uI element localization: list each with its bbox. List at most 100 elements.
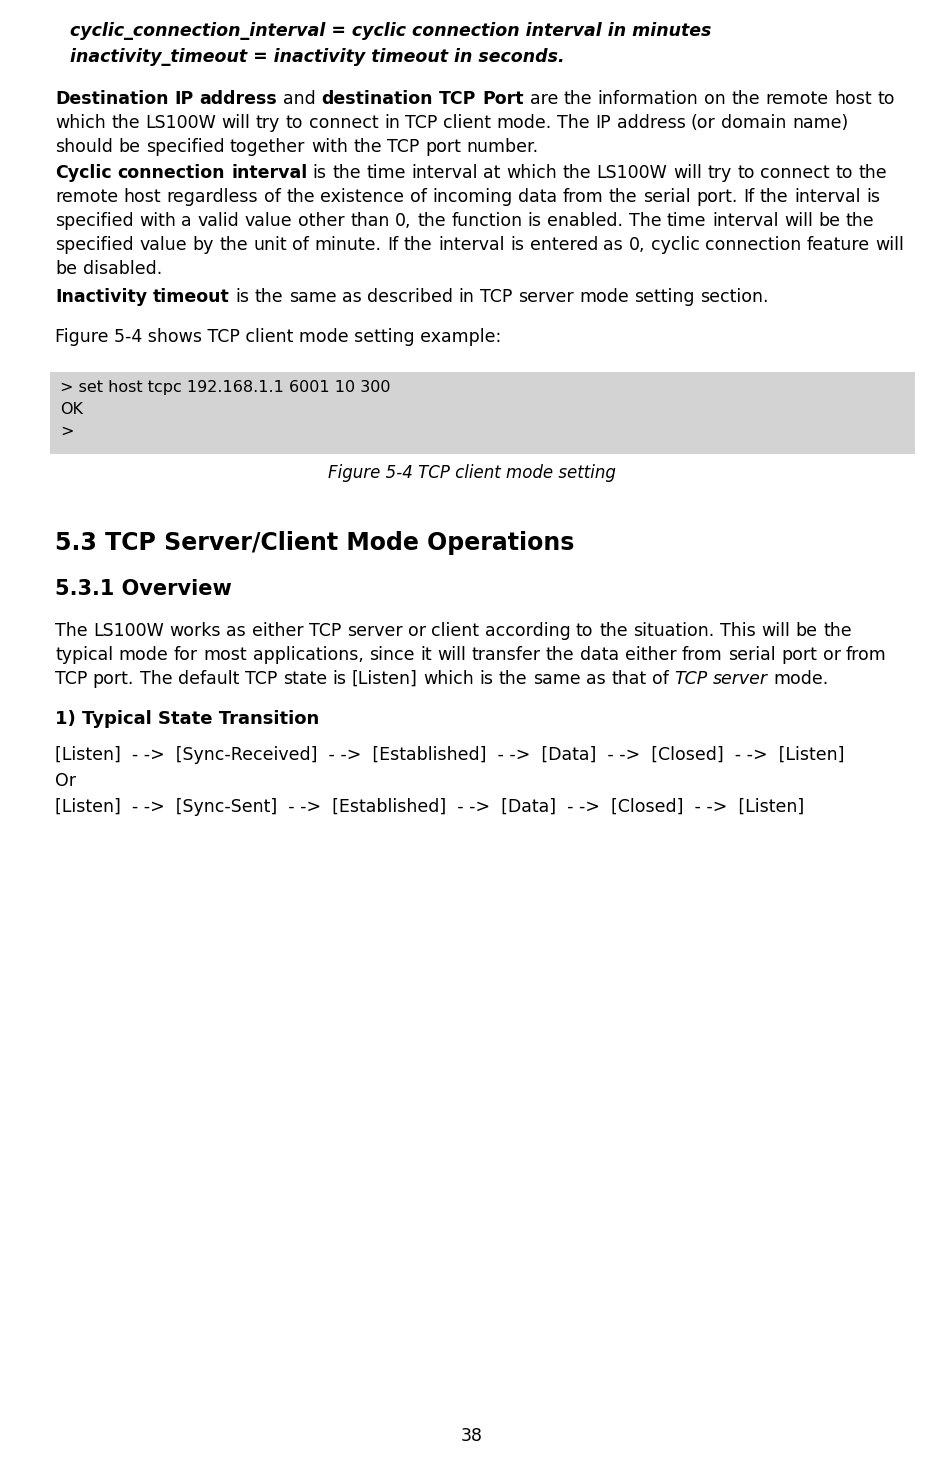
Text: the: the xyxy=(564,90,592,108)
Text: serial: serial xyxy=(643,188,691,205)
Text: incoming: incoming xyxy=(432,188,513,205)
Text: is: is xyxy=(510,236,524,254)
Text: Figure 5-4 TCP client mode setting: Figure 5-4 TCP client mode setting xyxy=(329,463,615,482)
Text: feature: feature xyxy=(807,236,870,254)
Text: from: from xyxy=(682,645,722,664)
Text: cyclic_connection_interval = cyclic connection interval in minutes: cyclic_connection_interval = cyclic conn… xyxy=(70,22,712,39)
Text: connection: connection xyxy=(705,236,801,254)
Text: value: value xyxy=(139,236,187,254)
Text: are: are xyxy=(530,90,558,108)
Text: 5.3.1 Overview: 5.3.1 Overview xyxy=(55,578,231,599)
Text: same: same xyxy=(289,288,337,306)
Text: than: than xyxy=(350,213,390,230)
Text: works: works xyxy=(169,622,221,640)
Text: address: address xyxy=(616,114,685,133)
Text: will: will xyxy=(875,236,904,254)
Text: according: according xyxy=(485,622,570,640)
Text: client: client xyxy=(443,114,491,133)
Text: same: same xyxy=(533,670,581,688)
Text: in: in xyxy=(459,288,475,306)
Text: value: value xyxy=(244,213,293,230)
Text: 1) Typical State Transition: 1) Typical State Transition xyxy=(55,710,319,728)
Text: the: the xyxy=(546,645,575,664)
Text: since: since xyxy=(369,645,414,664)
Text: described: described xyxy=(367,288,453,306)
Text: either: either xyxy=(625,645,676,664)
Text: the: the xyxy=(823,622,851,640)
Text: setting: setting xyxy=(634,288,695,306)
Text: port: port xyxy=(425,138,461,156)
Text: is: is xyxy=(312,165,327,182)
Text: is: is xyxy=(528,213,542,230)
Text: Or: Or xyxy=(55,772,76,790)
FancyBboxPatch shape xyxy=(50,372,915,455)
Text: Port: Port xyxy=(482,90,524,108)
Text: to: to xyxy=(737,165,754,182)
Text: from: from xyxy=(563,188,603,205)
Text: to: to xyxy=(877,90,895,108)
Text: will: will xyxy=(222,114,250,133)
Text: connect: connect xyxy=(760,165,830,182)
Text: This: This xyxy=(720,622,755,640)
Text: mode.: mode. xyxy=(497,114,552,133)
Text: [Listen]  - ->  [Sync-Sent]  - ->  [Established]  - ->  [Data]  - ->  [Closed]  : [Listen] - -> [Sync-Sent] - -> [Establis… xyxy=(55,798,804,816)
Text: entered: entered xyxy=(530,236,598,254)
Text: timeout: timeout xyxy=(153,288,230,306)
Text: that: that xyxy=(612,670,647,688)
Text: function: function xyxy=(451,213,522,230)
Text: [Listen]: [Listen] xyxy=(352,670,417,688)
Text: TCP: TCP xyxy=(674,670,708,688)
Text: the: the xyxy=(731,90,760,108)
Text: Destination: Destination xyxy=(55,90,168,108)
Text: TCP: TCP xyxy=(244,670,278,688)
Text: TCP: TCP xyxy=(439,90,477,108)
Text: which: which xyxy=(55,114,106,133)
Text: will: will xyxy=(673,165,702,182)
Text: host: host xyxy=(124,188,161,205)
Text: mode: mode xyxy=(580,288,629,306)
Text: interval: interval xyxy=(231,165,308,182)
Text: situation.: situation. xyxy=(633,622,715,640)
Text: will: will xyxy=(437,645,466,664)
Text: the: the xyxy=(417,213,446,230)
Text: > set host tcpc 192.168.1.1 6001 10 300: > set host tcpc 192.168.1.1 6001 10 300 xyxy=(60,380,391,395)
Text: remote: remote xyxy=(766,90,829,108)
Text: the: the xyxy=(286,188,315,205)
Text: port.: port. xyxy=(696,188,737,205)
Text: section.: section. xyxy=(700,288,769,306)
Text: most: most xyxy=(204,645,247,664)
Text: server: server xyxy=(346,622,402,640)
Text: on: on xyxy=(704,90,726,108)
Text: minute.: minute. xyxy=(314,236,381,254)
Text: should: should xyxy=(55,138,113,156)
Text: 5.3 TCP Server/Client Mode Operations: 5.3 TCP Server/Client Mode Operations xyxy=(55,530,574,555)
Text: will: will xyxy=(784,213,813,230)
Text: either: either xyxy=(252,622,303,640)
Text: is: is xyxy=(235,288,249,306)
Text: the: the xyxy=(353,138,382,156)
Text: Figure 5-4 shows TCP client mode setting example:: Figure 5-4 shows TCP client mode setting… xyxy=(55,328,501,345)
Text: domain: domain xyxy=(721,114,786,133)
Text: OK: OK xyxy=(60,402,83,417)
Text: time: time xyxy=(366,165,406,182)
Text: as: as xyxy=(603,236,623,254)
Text: it: it xyxy=(420,645,431,664)
Text: 38: 38 xyxy=(461,1426,483,1445)
Text: information: information xyxy=(598,90,699,108)
Text: be: be xyxy=(818,213,840,230)
Text: the: the xyxy=(498,670,528,688)
Text: interval: interval xyxy=(412,165,478,182)
Text: inactivity_timeout = inactivity timeout in seconds.: inactivity_timeout = inactivity timeout … xyxy=(70,48,565,66)
Text: the: the xyxy=(332,165,361,182)
Text: is: is xyxy=(866,188,880,205)
Text: in: in xyxy=(384,114,399,133)
Text: be: be xyxy=(796,622,818,640)
Text: is: is xyxy=(332,670,346,688)
Text: to: to xyxy=(576,622,594,640)
Text: by: by xyxy=(193,236,213,254)
Text: valid: valid xyxy=(197,213,240,230)
Text: TCP: TCP xyxy=(405,114,438,133)
Text: mode: mode xyxy=(119,645,168,664)
Text: try: try xyxy=(256,114,280,133)
Text: the: the xyxy=(255,288,283,306)
